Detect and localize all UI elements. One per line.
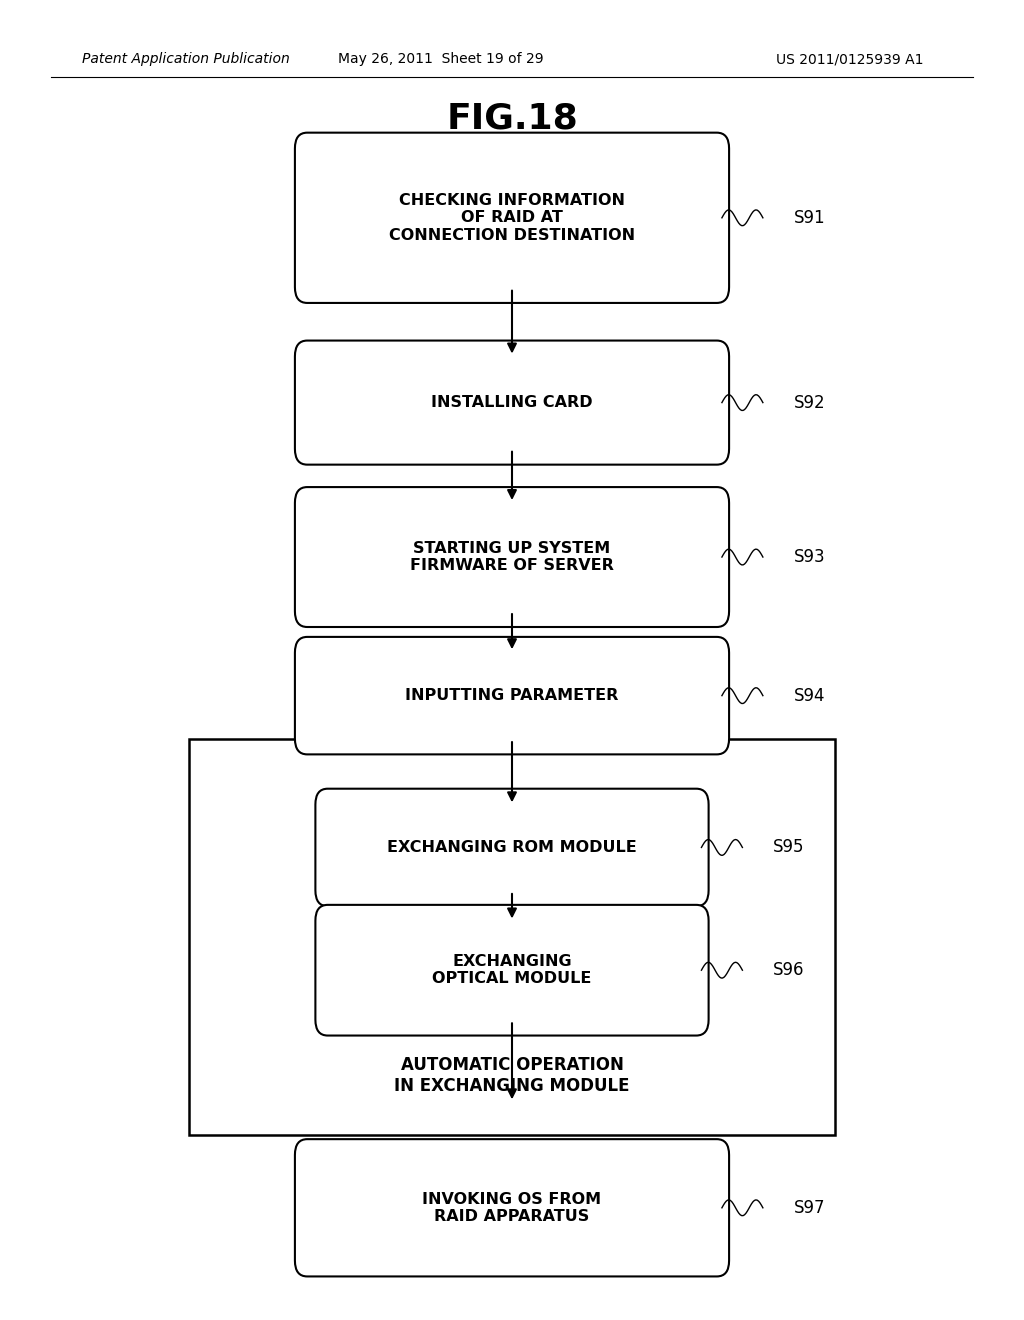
Text: EXCHANGING
OPTICAL MODULE: EXCHANGING OPTICAL MODULE — [432, 954, 592, 986]
Text: INPUTTING PARAMETER: INPUTTING PARAMETER — [406, 688, 618, 704]
FancyBboxPatch shape — [315, 789, 709, 906]
Text: AUTOMATIC OPERATION
IN EXCHANGING MODULE: AUTOMATIC OPERATION IN EXCHANGING MODULE — [394, 1056, 630, 1096]
FancyBboxPatch shape — [295, 487, 729, 627]
Text: S93: S93 — [794, 548, 825, 566]
Text: CHECKING INFORMATION
OF RAID AT
CONNECTION DESTINATION: CHECKING INFORMATION OF RAID AT CONNECTI… — [389, 193, 635, 243]
Text: S94: S94 — [794, 686, 825, 705]
Text: INSTALLING CARD: INSTALLING CARD — [431, 395, 593, 411]
Text: EXCHANGING ROM MODULE: EXCHANGING ROM MODULE — [387, 840, 637, 855]
Text: Patent Application Publication: Patent Application Publication — [82, 53, 290, 66]
Text: S92: S92 — [794, 393, 825, 412]
Text: S97: S97 — [794, 1199, 825, 1217]
FancyBboxPatch shape — [295, 341, 729, 465]
FancyBboxPatch shape — [295, 638, 729, 755]
Text: INVOKING OS FROM
RAID APPARATUS: INVOKING OS FROM RAID APPARATUS — [423, 1192, 601, 1224]
Text: S95: S95 — [773, 838, 805, 857]
Text: May 26, 2011  Sheet 19 of 29: May 26, 2011 Sheet 19 of 29 — [338, 53, 543, 66]
Text: FIG.18: FIG.18 — [446, 102, 578, 136]
Bar — [189, 739, 835, 1135]
FancyBboxPatch shape — [295, 1139, 729, 1276]
Text: S96: S96 — [773, 961, 805, 979]
FancyBboxPatch shape — [315, 906, 709, 1035]
Text: US 2011/0125939 A1: US 2011/0125939 A1 — [776, 53, 924, 66]
Text: STARTING UP SYSTEM
FIRMWARE OF SERVER: STARTING UP SYSTEM FIRMWARE OF SERVER — [410, 541, 614, 573]
FancyBboxPatch shape — [295, 133, 729, 304]
Text: S91: S91 — [794, 209, 825, 227]
